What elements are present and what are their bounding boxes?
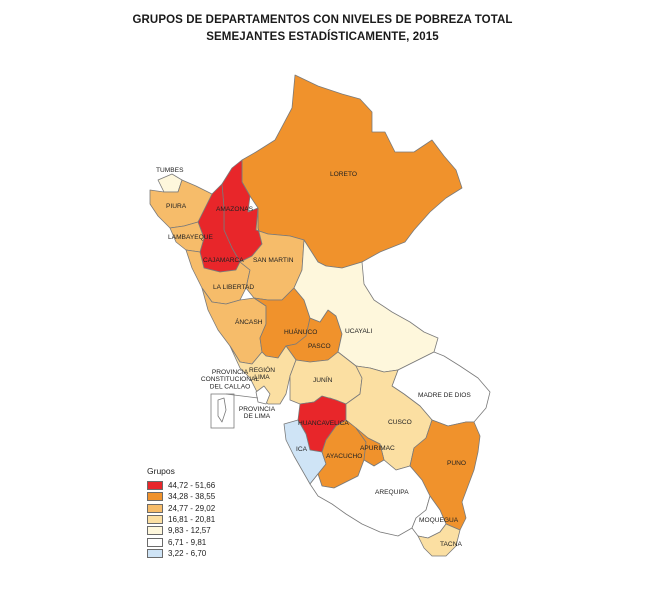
label-region-lima: REGIÓN LIMA [249,365,275,381]
label-junin: JUNÍN [313,375,333,384]
region-lambayeque[interactable] [169,221,205,253]
region-tumbes[interactable] [157,173,183,193]
label-piura: PIURA [166,203,187,210]
label-apurimac: APURIMAC [360,445,395,452]
region-tacna[interactable] [417,523,461,557]
label-callao: PROVINCIA CONSTITUCIONAL DEL CALLAO [201,369,260,390]
label-tacna: TACNA [440,541,462,548]
label-puno: PUNO [447,460,466,467]
map-title-line-1: GRUPOS DE DEPARTAMENTOS CON NIVELES DE P… [132,14,513,26]
legend-swatch [147,481,163,491]
region-provincia-lima[interactable] [255,385,271,405]
label-ayacucho: AYACUCHO [326,453,362,460]
multiline-labels: PROVINCIA CONSTITUCIONAL DEL CALLAO REGIÓN… [201,365,276,420]
map-legend: Grupos 44,72 - 51,66 34,28 - 38,55 24,77 -… [147,466,215,559]
legend-item: 34,28 - 38,55 [147,491,215,502]
label-san-martin: SAN MARTIN [253,257,294,264]
label-lambayeque: LAMBAYEQUE [168,234,214,241]
map-title-line-2: SEMEJANTES ESTADÍSTICAMENTE, 2015 [206,31,439,43]
region-arequipa[interactable] [309,459,431,537]
label-huanuco: HUÁNUCO [284,327,317,336]
label-la-libertad: LA LIBERTAD [213,284,254,291]
label-amazonas: AMAZONAS [216,206,254,213]
label-pasco: PASCO [308,343,331,350]
legend-item: 16,81 - 20,81 [147,514,215,525]
legend-swatch [147,548,163,558]
label-cajamarca: CAJAMARCA [203,257,244,264]
legend-range-label: 24,77 - 29,02 [168,503,216,513]
label-cusco: CUSCO [388,419,412,426]
legend-swatch [147,492,163,502]
legend-items: 44,72 - 51,66 34,28 - 38,55 24,77 - 29,02 1… [147,480,215,559]
callao-inset-shape[interactable] [217,397,227,423]
label-provincia-lima: PROVINCIA DE LIMA [239,406,276,420]
legend-range-label: 34,28 - 38,55 [168,492,216,502]
label-madre-de-dios: MADRE DE DIOS [418,392,471,399]
legend-swatch [147,526,163,536]
legend-item: 44,72 - 51,66 [147,480,215,491]
label-tumbes: TUMBES [156,167,184,174]
label-arequipa: AREQUIPA [375,489,409,496]
legend-range-label: 9,83 - 12,57 [168,526,211,536]
legend-range-label: 16,81 - 20,81 [168,515,216,525]
label-huancavelica: HUANCAVELICA [298,420,349,427]
label-ucayali: UCAYALI [345,328,372,335]
callao-leader-line [225,393,259,399]
legend-range-label: 3,22 - 6,70 [168,548,207,558]
legend-range-label: 44,72 - 51,66 [168,481,216,491]
legend-title: Grupos [147,466,175,476]
legend-item: 3,22 - 6,70 [147,548,215,559]
legend-swatch [147,503,163,513]
legend-item: 6,71 - 9,81 [147,536,215,547]
label-ancash: ÁNCASH [235,317,263,326]
legend-range-label: 6,71 - 9,81 [168,537,207,547]
legend-swatch [147,515,163,525]
label-loreto: LORETO [330,171,357,178]
legend-item: 24,77 - 29,02 [147,503,215,514]
legend-swatch [147,537,163,547]
region-piura[interactable] [149,179,213,229]
legend-item: 9,83 - 12,57 [147,525,215,536]
region-labels: LORETO AMAZONAS CAJAMARCA TUMBES PIURA L… [156,167,471,548]
label-moquegua: MOQUEGUA [419,517,459,524]
label-ica: ICA [296,446,308,453]
